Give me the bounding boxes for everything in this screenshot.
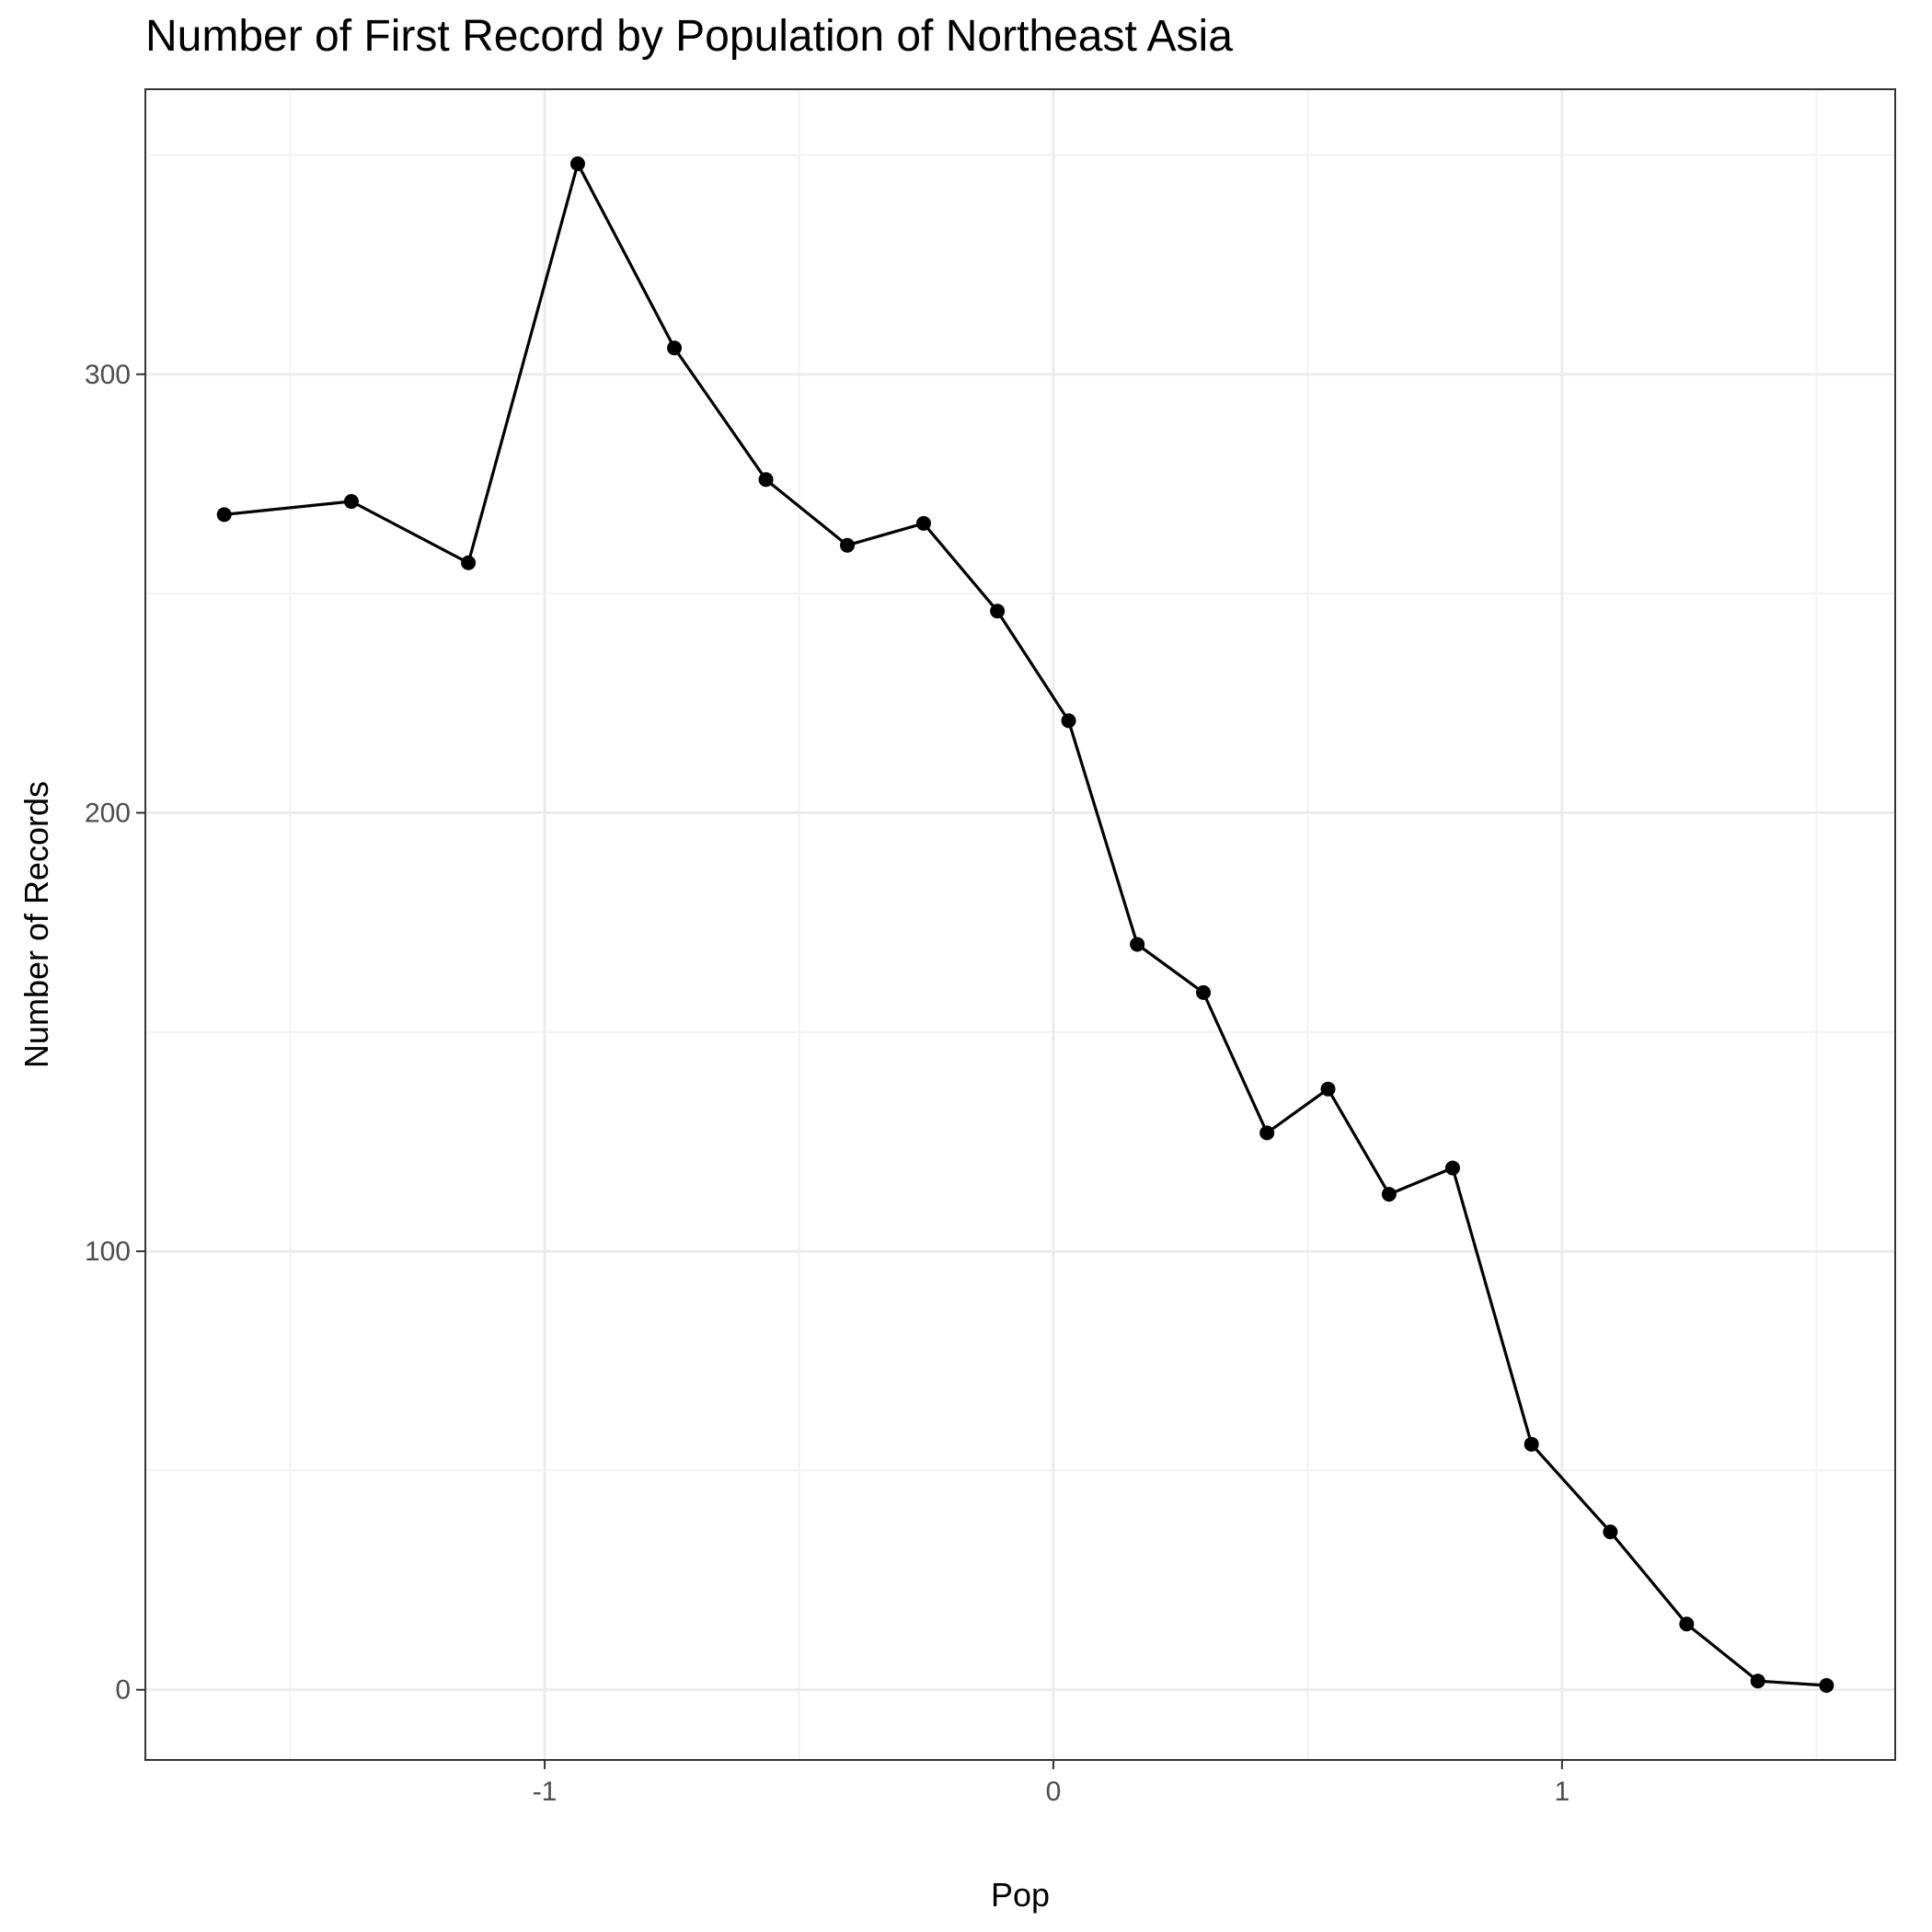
- x-axis-title: Pop: [991, 1876, 1050, 1914]
- data-point: [216, 507, 232, 523]
- y-tick-label: 0: [115, 1675, 131, 1706]
- data-point: [840, 537, 856, 553]
- data-point: [990, 604, 1006, 619]
- data-point: [1819, 1677, 1834, 1693]
- data-point: [1524, 1436, 1539, 1452]
- series-layer: [216, 156, 1834, 1693]
- series-line: [224, 162, 1827, 1687]
- data-point: [1259, 1125, 1275, 1141]
- data-point: [915, 515, 931, 531]
- data-point: [1603, 1524, 1618, 1540]
- x-axis: -1 0 1: [533, 1760, 1570, 1807]
- x-tick-label: -1: [533, 1777, 558, 1807]
- data-point: [1381, 1187, 1397, 1202]
- x-tick-label: 1: [1555, 1777, 1570, 1807]
- data-point: [1750, 1673, 1765, 1689]
- data-point: [758, 472, 774, 488]
- y-tick-label: 300: [85, 360, 131, 390]
- data-point: [569, 156, 585, 172]
- data-point: [1061, 713, 1076, 729]
- data-point: [667, 340, 683, 356]
- chart-title: Number of First Record by Population of …: [145, 12, 1233, 61]
- major-gridlines: [145, 89, 1895, 1760]
- y-axis: 0 100 200 300: [85, 360, 145, 1706]
- data-point: [1320, 1081, 1336, 1097]
- data-point: [1444, 1160, 1460, 1176]
- data-point: [1196, 984, 1212, 1000]
- panel-border: [144, 88, 1896, 1761]
- data-point: [1130, 937, 1145, 952]
- y-tick-label: 200: [85, 798, 131, 828]
- minor-gridlines: [145, 89, 1895, 1760]
- data-point: [1679, 1616, 1695, 1632]
- y-tick-label: 100: [85, 1236, 131, 1267]
- y-axis-title: Number of Records: [17, 781, 55, 1068]
- data-point: [461, 555, 477, 570]
- x-tick-label: 0: [1046, 1777, 1062, 1807]
- data-point: [343, 494, 359, 510]
